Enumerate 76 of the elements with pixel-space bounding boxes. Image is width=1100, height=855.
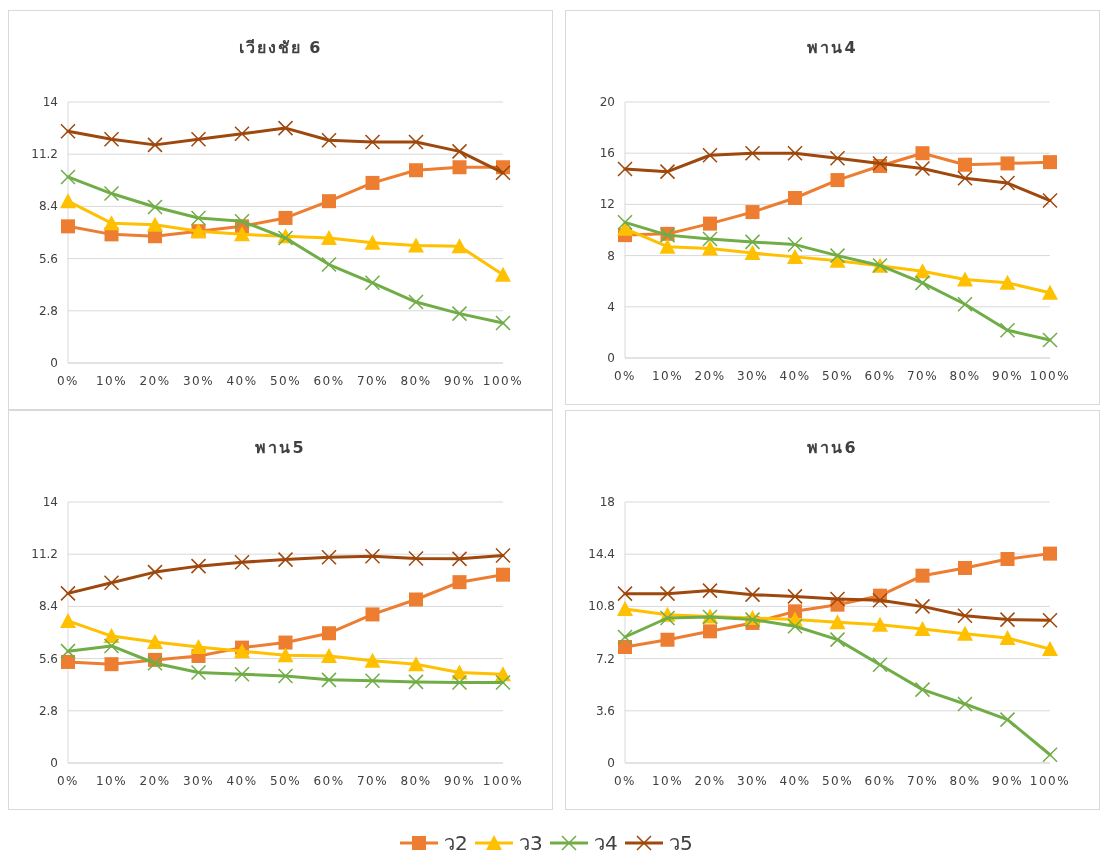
x-tick-label: 100% [482,374,524,388]
legend-label: ว2 [444,831,468,855]
x-tick-label: 30% [182,774,215,788]
x-tick-label: 30% [736,369,769,383]
x-tick-label: 0% [613,369,637,383]
x-tick-label: 60% [864,369,896,383]
y-tick-label: 11.2 [31,547,58,562]
x-tick-label: 60% [864,774,896,788]
x-tick-label: 10% [95,774,128,788]
y-tick-label: 2.8 [38,703,58,718]
x-tick-label: 90% [991,774,1024,788]
y-tick-label: 18 [599,495,615,509]
x-tick-label: 40% [226,774,258,788]
x-tick-label: 30% [736,774,769,788]
legend-label: ว4 [594,831,618,855]
legend-label: ว3 [519,831,543,855]
y-tick-label: 8.4 [38,599,58,614]
x-tick-label: 20% [139,374,171,388]
x-tick-label: 70% [906,369,939,383]
x-tick-label: 90% [443,774,476,788]
y-tick-label: 4 [607,299,615,314]
y-tick-label: 5.6 [38,251,58,266]
legend-label: ว5 [669,831,693,855]
x-tick-label: 100% [482,774,524,788]
x-tick-label: 60% [313,774,345,788]
y-tick-label: 8 [607,248,615,263]
y-tick-label: 20 [599,95,615,109]
y-tick-label: 10.8 [588,599,615,614]
y-tick-label: 14 [42,495,58,509]
x-tick-label: 80% [400,374,432,388]
x-tick-label: 70% [356,374,389,388]
x-tick-label: 80% [949,369,981,383]
x-tick-label: 20% [139,774,171,788]
x-tick-label: 60% [313,374,345,388]
x-tick-label: 50% [821,774,854,788]
y-tick-label: 16 [599,146,615,161]
y-tick-label: 14 [42,95,58,109]
y-tick-label: 0 [50,756,58,770]
y-tick-label: 5.6 [38,651,58,666]
x-tick-label: 40% [779,369,811,383]
y-tick-label: 0 [607,756,615,770]
y-tick-label: 0 [607,351,615,365]
x-tick-label: 30% [182,374,215,388]
x-tick-label: 0% [613,774,637,788]
y-tick-label: 11.2 [31,147,58,162]
chart-title: พาน6 [807,438,858,457]
x-tick-label: 70% [906,774,939,788]
y-tick-label: 14.4 [588,547,615,562]
chart-title: เวียงชัย 6 [238,38,323,57]
chart-title: พาน4 [807,38,858,57]
x-tick-label: 80% [949,774,981,788]
y-tick-label: 3.6 [595,703,615,718]
x-tick-label: 50% [821,369,854,383]
x-tick-label: 10% [651,369,684,383]
x-tick-label: 0% [56,774,80,788]
x-tick-label: 50% [269,774,302,788]
x-tick-label: 80% [400,774,432,788]
x-tick-label: 0% [56,374,80,388]
chart-title: พาน5 [255,438,306,457]
y-tick-label: 12 [599,197,615,212]
x-tick-label: 40% [226,374,258,388]
x-tick-label: 70% [356,774,389,788]
x-tick-label: 50% [269,374,302,388]
y-tick-label: 7.2 [595,651,615,666]
y-tick-label: 2.8 [38,303,58,318]
x-tick-label: 20% [694,369,726,383]
x-tick-label: 40% [779,774,811,788]
x-tick-label: 100% [1029,774,1071,788]
y-tick-label: 0 [50,356,58,370]
x-tick-label: 10% [651,774,684,788]
x-tick-label: 10% [95,374,128,388]
x-tick-label: 20% [694,774,726,788]
y-tick-label: 8.4 [38,199,58,214]
x-tick-label: 90% [991,369,1024,383]
x-tick-label: 90% [443,374,476,388]
x-tick-label: 100% [1029,369,1071,383]
